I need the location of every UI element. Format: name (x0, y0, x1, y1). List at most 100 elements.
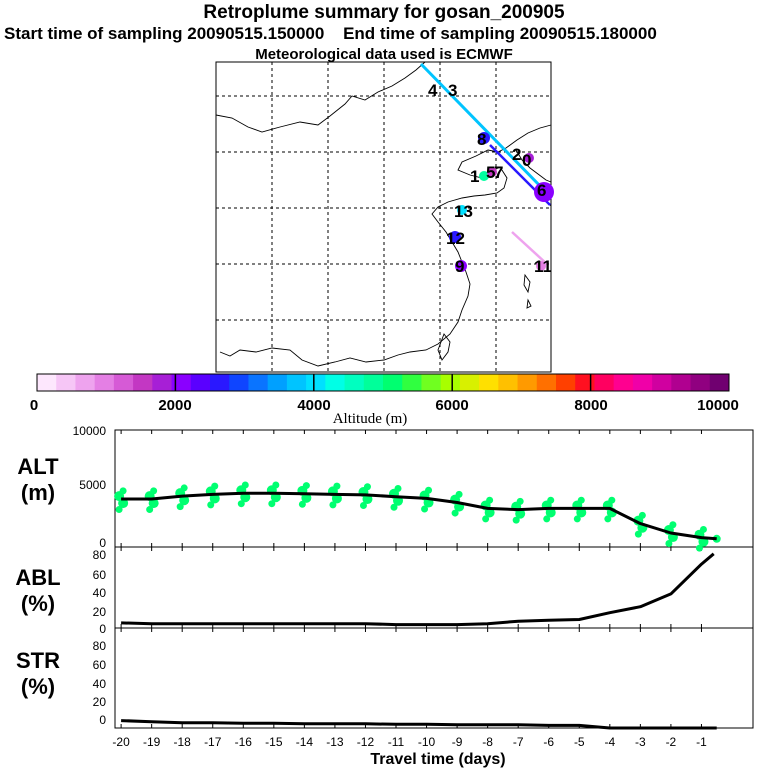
alt-dot (634, 530, 642, 538)
map-label: 12 (446, 229, 465, 248)
colorbar-title: Altitude (m) (333, 411, 408, 427)
map-label: 9 (455, 257, 464, 276)
alt-dot (150, 487, 158, 495)
panel-frames (114, 429, 754, 729)
alt-tick: 5000 (79, 478, 106, 492)
alt-dot (604, 515, 612, 523)
alt-dot (512, 516, 520, 524)
alt-dot (394, 485, 402, 492)
colorbar-swatch (210, 374, 230, 391)
x-tick-label: -9 (452, 735, 463, 749)
x-tick-label: -8 (482, 735, 493, 749)
alt-dot (390, 503, 398, 511)
alt-series-line (121, 491, 717, 541)
alt-dot (421, 505, 429, 513)
abl-tick: 0 (99, 622, 106, 636)
tick-marks (120, 430, 702, 728)
str-tick: 80 (93, 639, 107, 653)
marker-8 (478, 132, 490, 144)
alt-dot (451, 509, 459, 517)
map-panel: 4 3 8 2 0 1 5 7 13 12 9 11 6 (215, 61, 554, 373)
alt-dot (669, 521, 677, 529)
alt-dot (455, 490, 463, 498)
map-label: 1 (470, 167, 479, 186)
str-tick: 20 (93, 695, 107, 709)
colorbar-swatch (190, 374, 211, 391)
x-tick-label: -4 (604, 735, 615, 749)
x-tick-label: -11 (388, 735, 405, 749)
map-label: 13 (454, 202, 473, 221)
plume-markers (449, 132, 554, 272)
x-tick-label: -13 (326, 735, 344, 749)
colorbar-border (36, 373, 730, 392)
colorbar-swatch (248, 374, 269, 391)
marker-0 (524, 153, 534, 163)
panels-frame (114, 429, 754, 729)
map-graticule (216, 62, 551, 372)
colorbar-swatch (267, 374, 288, 391)
x-tick-label: -17 (204, 735, 222, 749)
colorbar-swatch (383, 374, 403, 391)
map-label: 8 (477, 130, 486, 149)
colorbar (36, 373, 730, 392)
colorbar-swatch (402, 374, 422, 391)
alt-dot (638, 511, 646, 519)
colorbar-swatch (133, 374, 153, 391)
marker-big (534, 182, 554, 202)
map-label: 0 (522, 151, 531, 170)
alt-dot (516, 497, 524, 505)
colorbar-ticks: 0 2000 4000 6000 8000 10000 (30, 397, 739, 414)
alt-dot (695, 544, 703, 552)
alt-dot (573, 515, 581, 523)
colorbar-swatch (459, 374, 480, 391)
colorbar-swatch (556, 374, 576, 391)
colorbar-swatch (113, 374, 134, 391)
colorbar-swatch (575, 374, 595, 391)
marker-5 (487, 167, 497, 177)
alt-dot (146, 506, 154, 514)
colorbar-swatch (75, 374, 96, 391)
str-label: STR (16, 648, 60, 673)
alt-dot (425, 486, 433, 494)
map-label: 5 (486, 163, 495, 182)
colorbar-swatch (709, 374, 730, 391)
alt-dot (547, 496, 555, 504)
map-label: 7 (494, 163, 503, 182)
colorbar-tick: 0 (30, 397, 38, 414)
colorbar-swatch (421, 374, 442, 391)
colorbar-tick: 8000 (574, 397, 607, 414)
colorbar-swatch (517, 374, 538, 391)
colorbar-tick: 2000 (158, 397, 191, 414)
x-tick-labels: -20 -19 -18 -17 -16 -15 -14 -13 -12 -11 -10 -9 -8 -7 -… (112, 735, 707, 749)
x-axis-title: Travel time (days) (370, 751, 505, 768)
x-tick-label: -1 (696, 735, 707, 749)
abl-tick: 20 (93, 605, 107, 619)
colorbar-swatch (56, 374, 76, 391)
abl-tick: 60 (93, 568, 107, 582)
alt-dot (329, 501, 337, 509)
alt-label: ALT (17, 454, 59, 479)
marker-9 (455, 260, 467, 272)
alt-dot (302, 482, 310, 490)
x-tick-label: -19 (143, 735, 161, 749)
map-label: 6 (537, 181, 546, 200)
chart-title: Retroplume summary for gosan_200905 (203, 2, 565, 23)
x-tick-label: -3 (635, 735, 646, 749)
str-tick: 60 (93, 658, 107, 672)
map-label: 11 (534, 257, 552, 276)
colorbar-swatch (152, 374, 173, 391)
abl-tick: 40 (93, 586, 107, 600)
alt-tick: 0 (99, 536, 106, 550)
alt-dot (482, 515, 490, 523)
colorbar-swatch (632, 374, 653, 391)
alt-tick: 10000 (73, 424, 107, 438)
colorbar-tick: 10000 (697, 397, 739, 414)
colorbar-swatch (171, 374, 192, 391)
x-tick-label: -2 (666, 735, 677, 749)
colorbar-swatch (37, 374, 57, 391)
colorbar-swatch (498, 374, 519, 391)
map-label: 2 (512, 145, 521, 164)
alt-dot (207, 501, 215, 509)
alt-dot (237, 500, 245, 508)
